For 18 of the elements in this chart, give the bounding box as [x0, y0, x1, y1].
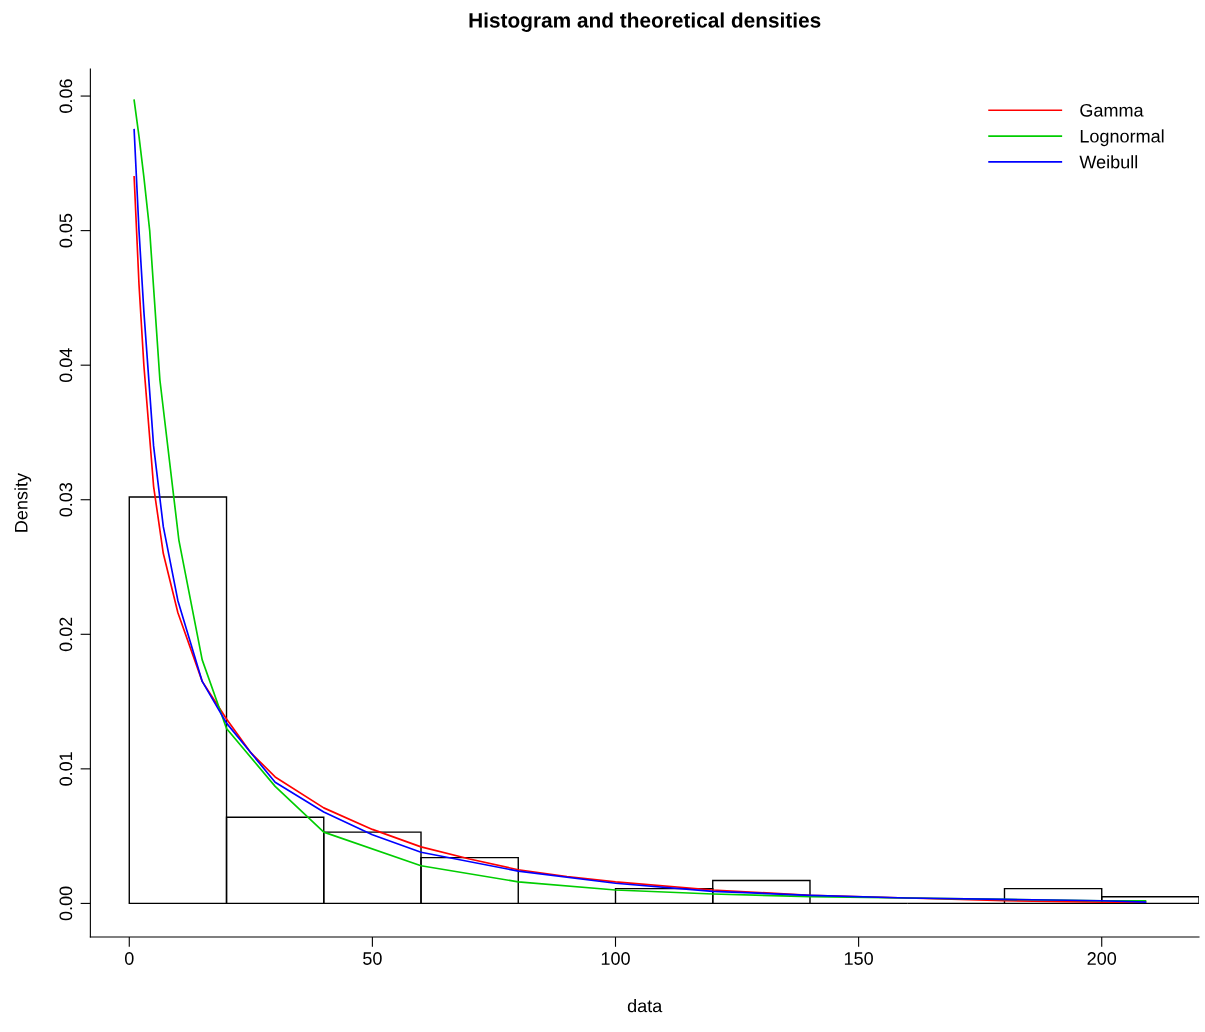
- y-tick-label: 0.04: [59, 348, 73, 383]
- y-axis-title: Density: [14, 473, 32, 532]
- legend-label: Weibull: [1079, 155, 1138, 169]
- legend-label: Gamma: [1080, 103, 1144, 117]
- y-tick-label: 0.03: [59, 482, 73, 517]
- y-tick-label: 0.02: [59, 617, 73, 652]
- x-tick-label: 50: [363, 952, 382, 965]
- chart-title: Histogram and theoretical densities: [469, 12, 821, 32]
- x-tick-label: 200: [1087, 952, 1117, 965]
- y-tick-label: 0.01: [59, 752, 73, 786]
- x-axis-title: data: [627, 999, 663, 1013]
- x-tick-label: 0: [124, 952, 134, 965]
- y-tick-label: 0.05: [59, 213, 73, 248]
- x-tick-label: 150: [844, 952, 873, 965]
- legend-label: Lognormal: [1080, 129, 1164, 147]
- y-tick-label: 0.00: [59, 886, 73, 921]
- y-tick-label: 0.06: [59, 79, 73, 113]
- x-tick-label: 100: [601, 952, 630, 965]
